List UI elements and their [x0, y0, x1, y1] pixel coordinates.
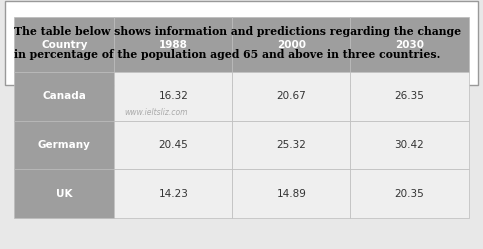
Bar	[114, 169, 232, 218]
Text: 2030: 2030	[395, 40, 424, 50]
Bar	[232, 72, 351, 121]
Bar	[14, 17, 114, 72]
Bar	[114, 72, 232, 121]
Text: in percentage of the population aged 65 and above in three countries.: in percentage of the population aged 65 …	[14, 49, 441, 60]
Text: 20.67: 20.67	[277, 91, 306, 102]
Bar	[114, 121, 232, 169]
Bar	[351, 17, 469, 72]
Bar	[351, 121, 469, 169]
Text: Country: Country	[41, 40, 88, 50]
Text: 20.35: 20.35	[395, 188, 425, 199]
Bar	[232, 17, 351, 72]
Bar	[14, 72, 114, 121]
Text: UK: UK	[56, 188, 72, 199]
Bar	[232, 121, 351, 169]
Text: Canada: Canada	[43, 91, 86, 102]
Text: The table below shows information and predictions regarding the change: The table below shows information and pr…	[14, 26, 462, 37]
Text: www.ieltsliz.com: www.ieltsliz.com	[124, 108, 187, 117]
Text: 30.42: 30.42	[395, 140, 425, 150]
Bar	[232, 169, 351, 218]
Bar	[14, 121, 114, 169]
Text: 20.45: 20.45	[158, 140, 188, 150]
Text: 26.35: 26.35	[395, 91, 425, 102]
Bar	[14, 169, 114, 218]
Text: 14.23: 14.23	[158, 188, 188, 199]
Bar	[351, 169, 469, 218]
Text: 1988: 1988	[159, 40, 188, 50]
Text: 2000: 2000	[277, 40, 306, 50]
Text: 16.32: 16.32	[158, 91, 188, 102]
FancyBboxPatch shape	[5, 1, 478, 85]
Text: Germany: Germany	[38, 140, 91, 150]
Bar	[114, 17, 232, 72]
Text: 14.89: 14.89	[276, 188, 306, 199]
Bar	[351, 72, 469, 121]
Text: 25.32: 25.32	[276, 140, 306, 150]
